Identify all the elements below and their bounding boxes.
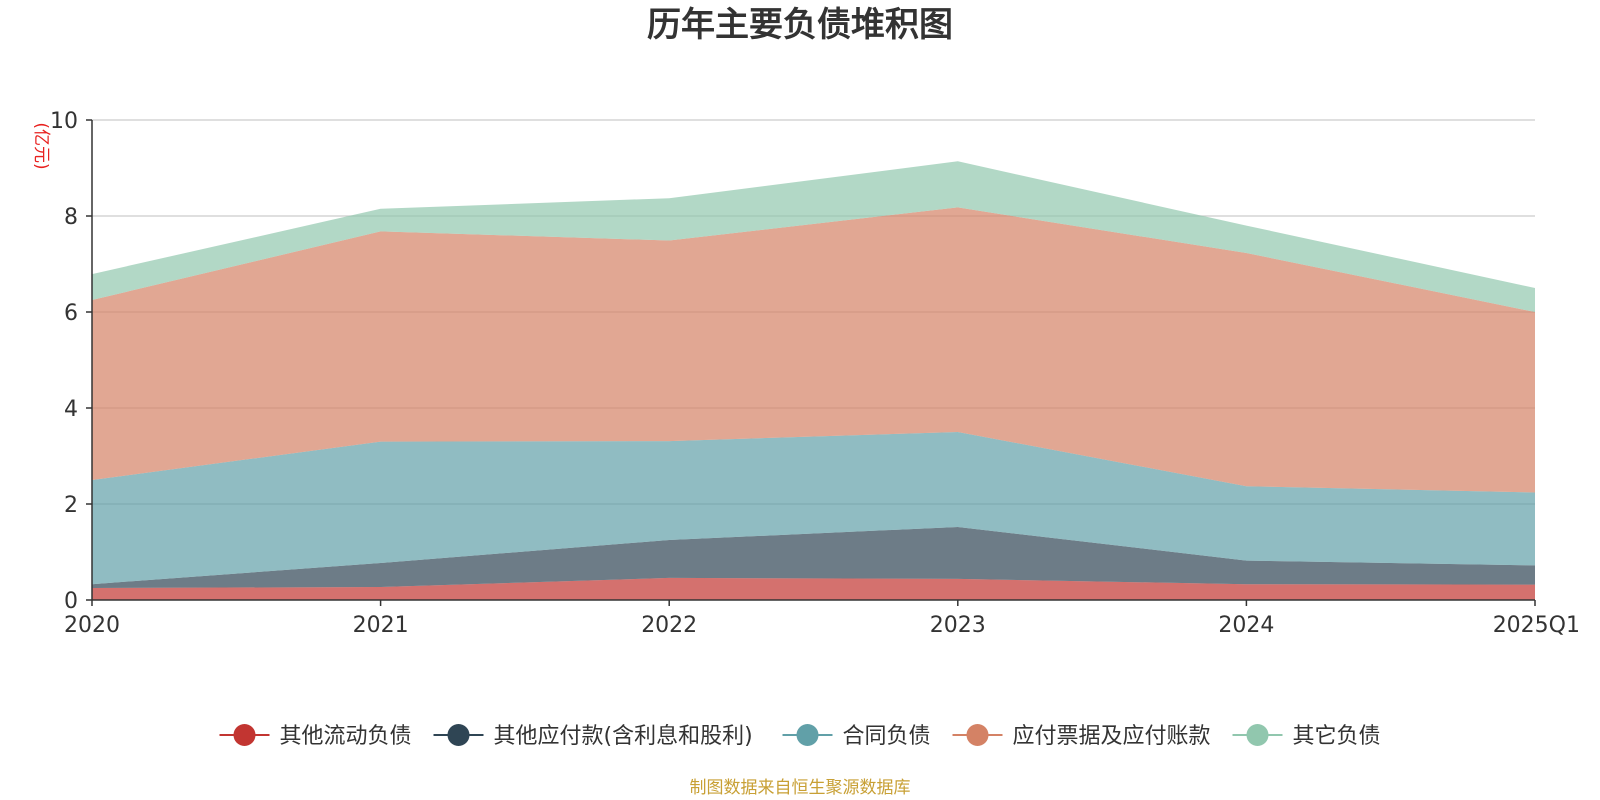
- series-area-0: [92, 577, 1535, 600]
- y-tick-label: 0: [64, 589, 78, 614]
- legend-label: 其他应付款(含利息和股利): [494, 724, 753, 749]
- legend-marker: [447, 724, 470, 746]
- series-area-3: [92, 207, 1535, 493]
- legend-label: 应付票据及应付账款: [1013, 724, 1211, 749]
- series-area-4: [92, 161, 1535, 312]
- legend[interactable]: 其他流动负债 其他应付款(含利息和股利) 合同负债 应付票据及应付账款 其它负债: [219, 724, 1381, 749]
- x-tick-label: 2022: [641, 613, 697, 638]
- y-tick-label: 4: [64, 397, 78, 422]
- series-areas: [92, 161, 1535, 600]
- y-axis-unit-label: (亿元): [31, 122, 51, 169]
- y-tick-label: 2: [64, 493, 78, 518]
- legend-marker: [966, 724, 989, 746]
- legend-marker: [796, 724, 819, 746]
- legend-item-4[interactable]: 其它负债: [1232, 724, 1381, 749]
- y-tick-label: 6: [64, 301, 78, 326]
- source-note: 制图数据来自恒生聚源数据库: [690, 778, 911, 798]
- legend-item-0[interactable]: 其他流动负债: [219, 724, 412, 749]
- legend-item-1[interactable]: 其他应付款(含利息和股利): [433, 724, 753, 749]
- legend-label: 其他流动负债: [280, 724, 412, 749]
- y-tick-label: 10: [50, 109, 78, 134]
- legend-marker: [1246, 724, 1269, 746]
- x-tick-label: 2024: [1218, 613, 1274, 638]
- y-tick-label: 8: [64, 205, 78, 230]
- legend-marker: [233, 724, 256, 746]
- legend-label: 其它负债: [1293, 724, 1381, 749]
- x-tick-label: 2020: [64, 613, 120, 638]
- series-area-2: [92, 432, 1535, 585]
- axes: 0 2 4 6 8 10 2020 2021 2022 2023 2024 2025Q1: [50, 109, 1580, 638]
- chart-title: 历年主要负债堆积图: [647, 5, 953, 45]
- x-tick-label: 2025Q1: [1493, 613, 1580, 638]
- legend-item-2[interactable]: 合同负债: [782, 724, 931, 749]
- x-tick-label: 2023: [930, 613, 986, 638]
- legend-label: 合同负债: [843, 724, 931, 749]
- x-tick-label: 2021: [353, 613, 409, 638]
- series-area-1: [92, 527, 1535, 588]
- legend-item-3[interactable]: 应付票据及应付账款: [952, 724, 1211, 749]
